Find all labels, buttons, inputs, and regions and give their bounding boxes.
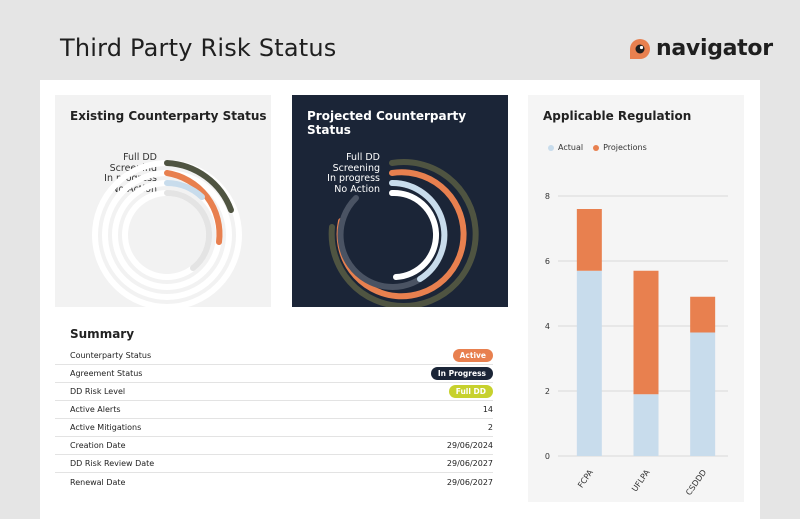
summary-label: Counterparty Status (70, 351, 152, 360)
bar-projections-uflpa (633, 270, 659, 395)
summary-row-counterparty-status: Counterparty Status Active (55, 347, 493, 365)
existing-arc-full-dd (164, 160, 234, 213)
ring-label-in-progress: In progress (327, 173, 380, 184)
page-title: Third Party Risk Status (60, 34, 337, 62)
summary-row-dd-risk-level: DD Risk Level Full DD (55, 383, 493, 401)
regulation-card: Applicable Regulation Actual Projections… (528, 95, 744, 502)
existing-status-card: Existing Counterparty Status Full DD Scr… (55, 95, 271, 307)
summary-row-dd-risk-review-date: DD Risk Review Date 29/06/2027 (55, 455, 493, 473)
summary-row-agreement-status: Agreement Status In Progress (55, 365, 493, 383)
y-tick-label: 4 (545, 322, 550, 331)
x-tick-label: UFLPA (630, 468, 652, 494)
summary-label: Active Alerts (70, 405, 121, 414)
summary-label: Active Mitigations (70, 423, 142, 432)
navigator-logo-icon (630, 38, 650, 59)
projected-arc-full-dd (328, 159, 479, 307)
ring-label-full-dd: Full DD (123, 152, 157, 163)
legend-actual-label: Actual (558, 143, 584, 152)
existing-arc-in-progress (164, 180, 205, 200)
legend-projections-swatch (593, 144, 600, 151)
ring-label-no-action: No Action (111, 183, 157, 195)
ring-label-in-progress: In progress (104, 173, 157, 184)
y-tick-label: 6 (545, 257, 550, 266)
y-tick-label: 0 (545, 452, 550, 461)
ring-label-no-action: No Action (334, 183, 380, 195)
summary-row-renewal-date: Renewal Date 29/06/2027 (55, 473, 493, 491)
x-tick-label: FCPA (576, 468, 595, 490)
summary-label: DD Risk Level (70, 387, 126, 396)
projected-status-title: Projected Counterparty Status (307, 109, 467, 137)
summary-table: Counterparty Status Active Agreement Sta… (55, 347, 493, 491)
dashboard-panel: Existing Counterparty Status Full DD Scr… (40, 80, 760, 519)
summary-row-active-alerts: Active Alerts 14 (55, 401, 493, 419)
regulation-title: Applicable Regulation (543, 109, 692, 123)
summary-label: Creation Date (70, 441, 126, 450)
brand-logo: navigator (628, 36, 773, 61)
bar-actual-uflpa (633, 394, 659, 456)
legend-projections-label: Projections (603, 143, 647, 152)
summary-value: 2 (487, 423, 493, 432)
bar-projections-fcpa (576, 209, 602, 271)
y-tick-label: 8 (545, 192, 550, 201)
summary-row-active-mitigations: Active Mitigations 2 (55, 419, 493, 437)
existing-arc-screening (164, 170, 223, 245)
y-tick-label: 2 (545, 387, 550, 396)
projected-ring-labels: Full DD Screening In progress No Action (290, 152, 380, 195)
status-badge-full-dd: Full DD (448, 385, 493, 398)
status-badge-in-progress: In Progress (430, 367, 493, 380)
projected-status-card: Projected Counterparty Status Full DD Sc… (292, 95, 508, 307)
ring-label-full-dd: Full DD (346, 152, 380, 163)
status-badge-active: Active (452, 349, 493, 362)
bar-actual-fcpa (576, 270, 602, 456)
x-tick-label: CSDDD (684, 468, 708, 497)
summary-value: 14 (482, 405, 493, 414)
legend-actual-swatch (548, 144, 554, 151)
existing-status-title: Existing Counterparty Status (70, 109, 267, 123)
summary-label: Renewal Date (70, 477, 126, 487)
ring-label-screening: Screening (332, 162, 380, 174)
regulation-legend: Actual Projections (548, 143, 657, 152)
bar-projections-csddd (690, 296, 716, 333)
regulation-bar-chart: 0 2 4 6 8 FCPA UFLPA CSDDD (545, 192, 728, 497)
summary-label: Agreement Status (70, 369, 143, 378)
summary-row-creation-date: Creation Date 29/06/2024 (55, 437, 493, 455)
summary-value: 29/06/2027 (446, 459, 493, 468)
projected-arc-no-action (389, 189, 440, 280)
existing-arc-no-action (164, 190, 212, 271)
brand-name: navigator (656, 36, 773, 61)
summary-value: 29/06/2027 (446, 477, 493, 487)
projected-radial-chart (328, 159, 479, 307)
legend-projections: Projections (593, 143, 647, 152)
existing-radial-chart (92, 160, 242, 307)
bar-actual-csddd (690, 332, 716, 456)
summary-label: DD Risk Review Date (70, 459, 155, 468)
summary-value: 29/06/2024 (446, 441, 493, 450)
projected-arc-in-progress (389, 179, 448, 282)
summary-title: Summary (70, 327, 135, 341)
legend-actual: Actual (548, 143, 583, 152)
